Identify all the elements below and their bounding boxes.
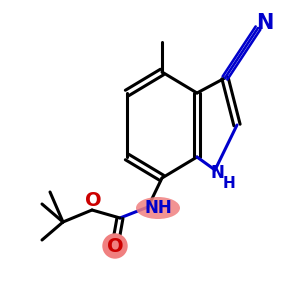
Circle shape: [103, 234, 127, 258]
Text: O: O: [85, 190, 101, 209]
Text: N: N: [256, 13, 274, 33]
Text: N: N: [210, 164, 224, 182]
Text: H: H: [223, 176, 236, 190]
Text: O: O: [107, 236, 123, 256]
Text: NH: NH: [144, 199, 172, 217]
Ellipse shape: [136, 197, 180, 219]
